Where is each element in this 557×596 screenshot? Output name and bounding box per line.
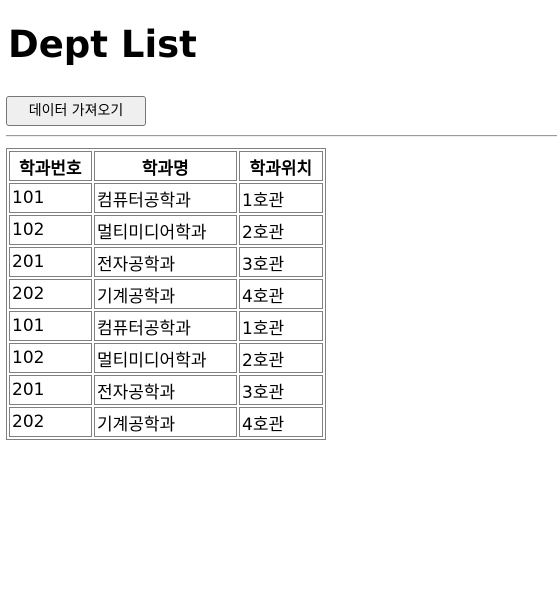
table-header-row: 학과번호 학과명 학과위치 (9, 151, 323, 181)
dept-location-cell: 4호관 (239, 279, 323, 309)
dept-no-cell: 201 (9, 247, 92, 277)
table-row: 202 기계공학과 4호관 (9, 279, 323, 309)
dept-no-cell: 101 (9, 311, 92, 341)
dept-no-cell: 101 (9, 183, 92, 213)
table-row: 202 기계공학과 4호관 (9, 407, 323, 437)
dept-location-cell: 1호관 (239, 311, 323, 341)
dept-no-cell: 102 (9, 215, 92, 245)
dept-no-cell: 202 (9, 279, 92, 309)
dept-no-cell: 202 (9, 407, 92, 437)
dept-name-cell: 기계공학과 (94, 279, 237, 309)
dept-location-cell: 2호관 (239, 215, 323, 245)
dept-name-cell: 전자공학과 (94, 375, 237, 405)
table-row: 102 멀티미디어학과 2호관 (9, 343, 323, 373)
dept-location-cell: 3호관 (239, 375, 323, 405)
table-row: 201 전자공학과 3호관 (9, 247, 323, 277)
divider (6, 135, 557, 137)
dept-name-cell: 기계공학과 (94, 407, 237, 437)
dept-location-cell: 4호관 (239, 407, 323, 437)
column-header-dept-location: 학과위치 (239, 151, 323, 181)
dept-location-cell: 2호관 (239, 343, 323, 373)
dept-location-cell: 3호관 (239, 247, 323, 277)
table-row: 101 컴퓨터공학과 1호관 (9, 311, 323, 341)
table-row: 102 멀티미디어학과 2호관 (9, 215, 323, 245)
dept-name-cell: 멀티미디어학과 (94, 215, 237, 245)
column-header-dept-no: 학과번호 (9, 151, 92, 181)
page-title: Dept List (8, 23, 197, 66)
column-header-dept-name: 학과명 (94, 151, 237, 181)
dept-name-cell: 전자공학과 (94, 247, 237, 277)
dept-table: 학과번호 학과명 학과위치 101 컴퓨터공학과 1호관 102 멀티미디어학과… (6, 148, 326, 440)
dept-name-cell: 컴퓨터공학과 (94, 311, 237, 341)
dept-name-cell: 멀티미디어학과 (94, 343, 237, 373)
dept-no-cell: 102 (9, 343, 92, 373)
dept-name-cell: 컴퓨터공학과 (94, 183, 237, 213)
table-row: 201 전자공학과 3호관 (9, 375, 323, 405)
fetch-data-button[interactable]: 데이터 가져오기 (6, 96, 146, 126)
dept-no-cell: 201 (9, 375, 92, 405)
dept-location-cell: 1호관 (239, 183, 323, 213)
table-row: 101 컴퓨터공학과 1호관 (9, 183, 323, 213)
